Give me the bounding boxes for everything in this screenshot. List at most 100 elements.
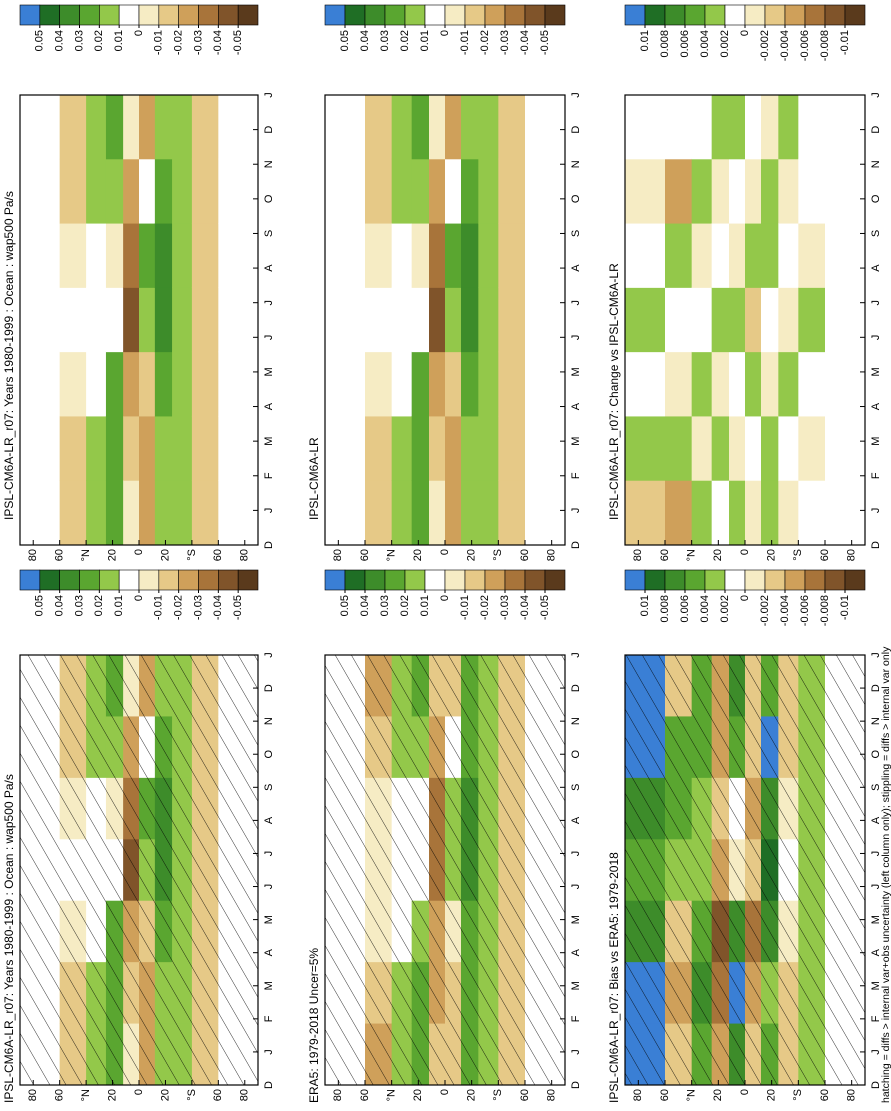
field-cell	[139, 415, 156, 481]
colorbar-box	[664, 569, 686, 591]
field-cell	[365, 351, 393, 417]
colorbar-box	[484, 569, 506, 591]
colorbar-label: -0.01	[459, 595, 471, 620]
x-tick-label: J	[263, 851, 275, 857]
colorbar-box	[198, 569, 219, 591]
field-cell	[105, 480, 124, 545]
x-tick-label: D	[870, 541, 882, 549]
field-cell	[729, 480, 746, 545]
field-cell	[461, 223, 479, 288]
x-tick-label: D	[570, 541, 582, 549]
colorbar-box	[724, 4, 746, 26]
field-cell	[525, 94, 566, 160]
y-tick-label: 20	[159, 549, 171, 561]
colorbar-label: -0.03	[499, 30, 511, 55]
field-cell	[461, 415, 479, 481]
colorbar-box	[444, 4, 466, 26]
colorbar-label: 0.03	[73, 595, 85, 616]
colorbar-label: -0.02	[479, 595, 491, 620]
y-tick-label: 80	[846, 1089, 858, 1101]
colorbar-box	[824, 4, 846, 26]
colorbar-box	[218, 4, 239, 26]
field-cell	[625, 287, 666, 353]
field-cell	[123, 480, 140, 545]
x-tick-label: J	[263, 335, 275, 341]
colorbar-label: 0.01	[419, 595, 431, 616]
colorbar-box	[364, 4, 386, 26]
field-cell	[729, 351, 746, 417]
field-cell	[478, 480, 499, 545]
field-cell	[498, 480, 526, 545]
x-tick-label: N	[870, 160, 882, 168]
field-cell	[20, 223, 61, 288]
field-cell	[105, 351, 124, 417]
colorbar-box	[844, 569, 866, 591]
field-cell	[461, 351, 479, 417]
colorbar-label: 0.006	[679, 30, 691, 58]
colorbar-label: -0.01	[153, 595, 165, 620]
colorbar-label: -0.03	[192, 30, 204, 55]
field-cell	[461, 94, 479, 160]
hatching	[20, 655, 258, 1085]
field-cell	[191, 287, 219, 353]
y-tick-label: 60	[212, 1089, 224, 1101]
field-cell	[825, 351, 866, 417]
field-cell	[478, 287, 499, 353]
field-cell	[761, 94, 779, 160]
field-cell	[325, 287, 366, 353]
field-cell	[745, 287, 762, 353]
y-tick-label: 60	[519, 1089, 531, 1101]
field-cell	[691, 223, 713, 288]
field-cell	[625, 480, 666, 545]
x-tick-label: J	[570, 652, 582, 658]
y-tick-label: 20	[412, 549, 424, 561]
field-cell	[411, 415, 430, 481]
field-cell	[411, 158, 430, 224]
field-cell	[778, 94, 799, 160]
field-cell	[139, 287, 156, 353]
field-cell	[798, 480, 826, 545]
colorbar-box	[704, 4, 726, 26]
y-tick-label: °S	[792, 1089, 804, 1101]
colorbar-label: -0.002	[759, 595, 771, 626]
field-cell	[365, 415, 393, 481]
colorbar-label: 0.008	[659, 595, 671, 623]
panel-title: IPSL-CM6A-LR_r07: Years 1980-1999 : Ocea…	[2, 191, 16, 520]
field-cell	[429, 351, 446, 417]
field-cell	[745, 480, 762, 545]
colorbar-box	[404, 569, 426, 591]
colorbar-label: 0.02	[93, 30, 105, 51]
x-tick-label: A	[570, 264, 582, 272]
colorbar-box	[464, 569, 486, 591]
field-cell	[59, 287, 87, 353]
landscape-figure: hatching = diffs > internal var+obs unce…	[2, 4, 891, 1103]
field-cell	[191, 415, 219, 481]
field-cell	[105, 223, 124, 288]
y-tick-label: 80	[546, 549, 558, 561]
field-cell	[429, 480, 446, 545]
field-cell	[154, 351, 173, 417]
field-cell	[798, 158, 826, 224]
field-cell	[745, 158, 762, 224]
field-cell	[729, 223, 746, 288]
field-cell	[825, 415, 866, 481]
y-tick-label: 20	[766, 549, 778, 561]
y-tick-label: 60	[212, 549, 224, 561]
field-cell	[391, 287, 413, 353]
field-cell	[123, 223, 140, 288]
x-tick-label: J	[870, 652, 882, 658]
x-tick-label: M	[570, 437, 582, 446]
field-cell	[105, 415, 124, 481]
colorbar-label: -0.006	[799, 595, 811, 626]
colorbar-box	[384, 569, 406, 591]
x-tick-label: D	[263, 684, 275, 692]
field-cell	[365, 480, 393, 545]
y-tick-label: 0	[739, 549, 751, 555]
field-cell	[218, 223, 259, 288]
field-cell	[325, 480, 366, 545]
field-cell	[825, 158, 866, 224]
field-cell	[218, 287, 259, 353]
x-tick-label: O	[263, 194, 275, 203]
field-cell	[325, 223, 366, 288]
